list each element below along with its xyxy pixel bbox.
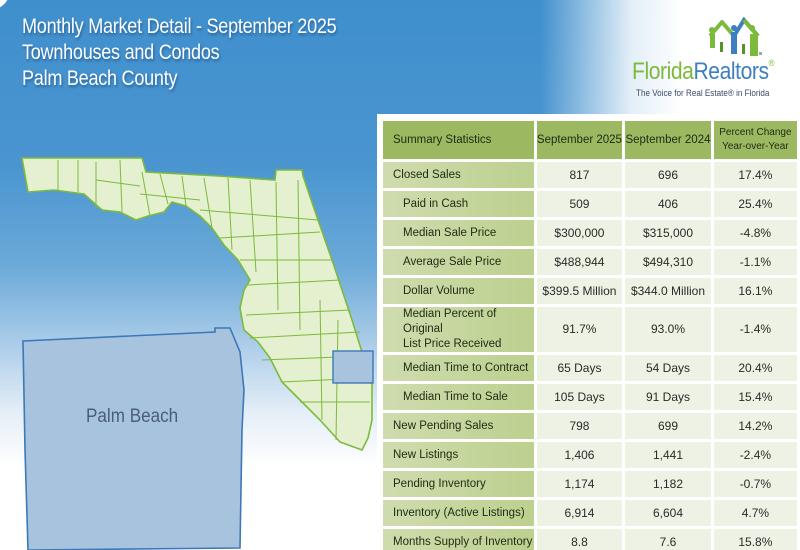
value-2024: 1,182 — [625, 471, 711, 497]
table-row: Closed Sales 817 696 17.4% — [383, 162, 797, 188]
row-label: New Pending Sales — [383, 413, 534, 439]
page-title: Monthly Market Detail - September 2025 — [22, 15, 337, 38]
florida-map — [21, 157, 374, 550]
row-label: Closed Sales — [383, 162, 534, 188]
table-row: Pending Inventory 1,174 1,182 -0.7% — [383, 471, 797, 497]
row-label: New Listings — [383, 442, 534, 468]
background-corner — [0, 0, 10, 10]
row-label: Median Sale Price — [383, 220, 534, 246]
page-subtitle: Townhouses and Condos — [22, 41, 220, 64]
table-row: Median Percent of Original List Price Re… — [383, 307, 797, 352]
value-2025: $399.5 Million — [536, 278, 623, 304]
header-percent-change-line2: Year-over-Year — [722, 141, 789, 152]
table-row: New Listings 1,406 1,441 -2.4% — [383, 442, 797, 468]
value-2025: 65 Days — [536, 355, 623, 381]
percent-change: 14.2% — [713, 413, 797, 439]
table-row: Paid in Cash 509 406 25.4% — [383, 191, 797, 217]
table-row: Dollar Volume $399.5 Million $344.0 Mill… — [383, 278, 797, 304]
header-percent-change: Percent Change Year-over-Year — [713, 121, 797, 159]
summary-statistics-table: Summary Statistics September 2025 Septem… — [377, 114, 800, 550]
percent-change: -4.8% — [713, 220, 797, 246]
palm-beach-label: Palm Beach — [86, 406, 179, 427]
row-label: Inventory (Active Listings) — [383, 500, 534, 526]
value-2024: 699 — [625, 413, 711, 439]
value-2025: 91.7% — [536, 307, 623, 352]
value-2024: 91 Days — [625, 384, 711, 410]
value-2025: 105 Days — [536, 384, 623, 410]
value-2025: 1,174 — [536, 471, 623, 497]
table-row: Months Supply of Inventory 8.8 7.6 15.8% — [383, 529, 797, 550]
percent-change: 17.4% — [713, 162, 797, 188]
row-label: Months Supply of Inventory — [383, 529, 534, 550]
header-september-2024: September 2024 — [625, 121, 711, 159]
value-2024: 93.0% — [625, 307, 711, 352]
table-row: Average Sale Price $488,944 $494,310 -1.… — [383, 249, 797, 275]
registered-mark: ® — [768, 58, 775, 68]
value-2025: 509 — [536, 191, 623, 217]
table-row: Median Time to Sale 105 Days 91 Days 15.… — [383, 384, 797, 410]
florida-state-shape — [21, 157, 373, 451]
table-header-row: Summary Statistics September 2025 Septem… — [383, 121, 797, 159]
value-2024: 1,441 — [625, 442, 711, 468]
value-2025: 8.8 — [536, 529, 623, 550]
value-2024: $344.0 Million — [625, 278, 711, 304]
percent-change: 15.8% — [713, 529, 797, 550]
percent-change: 25.4% — [713, 191, 797, 217]
header-summary-statistics: Summary Statistics — [383, 121, 534, 159]
value-2025: $300,000 — [536, 220, 623, 246]
value-2024: $315,000 — [625, 220, 711, 246]
value-2024: 696 — [625, 162, 711, 188]
percent-change: -2.4% — [713, 442, 797, 468]
logo-wordmark: FloridaRealtors® — [632, 58, 774, 86]
value-2024: 6,604 — [625, 500, 711, 526]
table-row: Inventory (Active Listings) 6,914 6,604 … — [383, 500, 797, 526]
background-fade — [540, 0, 800, 120]
row-label: Paid in Cash — [383, 191, 534, 217]
logo-word-realtors: Realtors — [693, 58, 769, 85]
value-2024: 54 Days — [625, 355, 711, 381]
row-label: Average Sale Price — [383, 249, 534, 275]
row-label-line1: Median Percent of Original — [403, 308, 497, 335]
palm-beach-county-highlight — [332, 350, 374, 384]
value-2025: 1,406 — [536, 442, 623, 468]
value-2025: 6,914 — [536, 500, 623, 526]
value-2025: 798 — [536, 413, 623, 439]
row-label: Median Time to Contract — [383, 355, 534, 381]
palm-beach-inset — [22, 327, 245, 550]
percent-change: 20.4% — [713, 355, 797, 381]
percent-change: 15.4% — [713, 384, 797, 410]
region-title: Palm Beach County — [22, 67, 178, 90]
percent-change: -1.1% — [713, 249, 797, 275]
value-2024: $494,310 — [625, 249, 711, 275]
value-2025: 817 — [536, 162, 623, 188]
value-2025: $488,944 — [536, 249, 623, 275]
table-row: New Pending Sales 798 699 14.2% — [383, 413, 797, 439]
value-2024: 7.6 — [625, 529, 711, 550]
percent-change: 4.7% — [713, 500, 797, 526]
percent-change: 16.1% — [713, 278, 797, 304]
row-label: Pending Inventory — [383, 471, 534, 497]
houses-people-logo-icon — [708, 16, 762, 56]
table-row: Median Sale Price $300,000 $315,000 -4.8… — [383, 220, 797, 246]
row-label: Median Time to Sale — [383, 384, 534, 410]
value-2024: 406 — [625, 191, 711, 217]
row-label: Median Percent of Original List Price Re… — [383, 307, 534, 352]
header: Monthly Market Detail - September 2025 T… — [22, 14, 388, 92]
header-percent-change-line1: Percent Change — [719, 127, 792, 138]
logo-word-florida: Florida — [632, 58, 694, 85]
percent-change: -0.7% — [713, 471, 797, 497]
percent-change: -1.4% — [713, 307, 797, 352]
logo-tagline: The Voice for Real Estate® in Florida — [636, 88, 770, 98]
header-september-2025: September 2025 — [536, 121, 623, 159]
row-label: Dollar Volume — [383, 278, 534, 304]
table-row: Median Time to Contract 65 Days 54 Days … — [383, 355, 797, 381]
row-label-line2: List Price Received — [403, 338, 502, 350]
